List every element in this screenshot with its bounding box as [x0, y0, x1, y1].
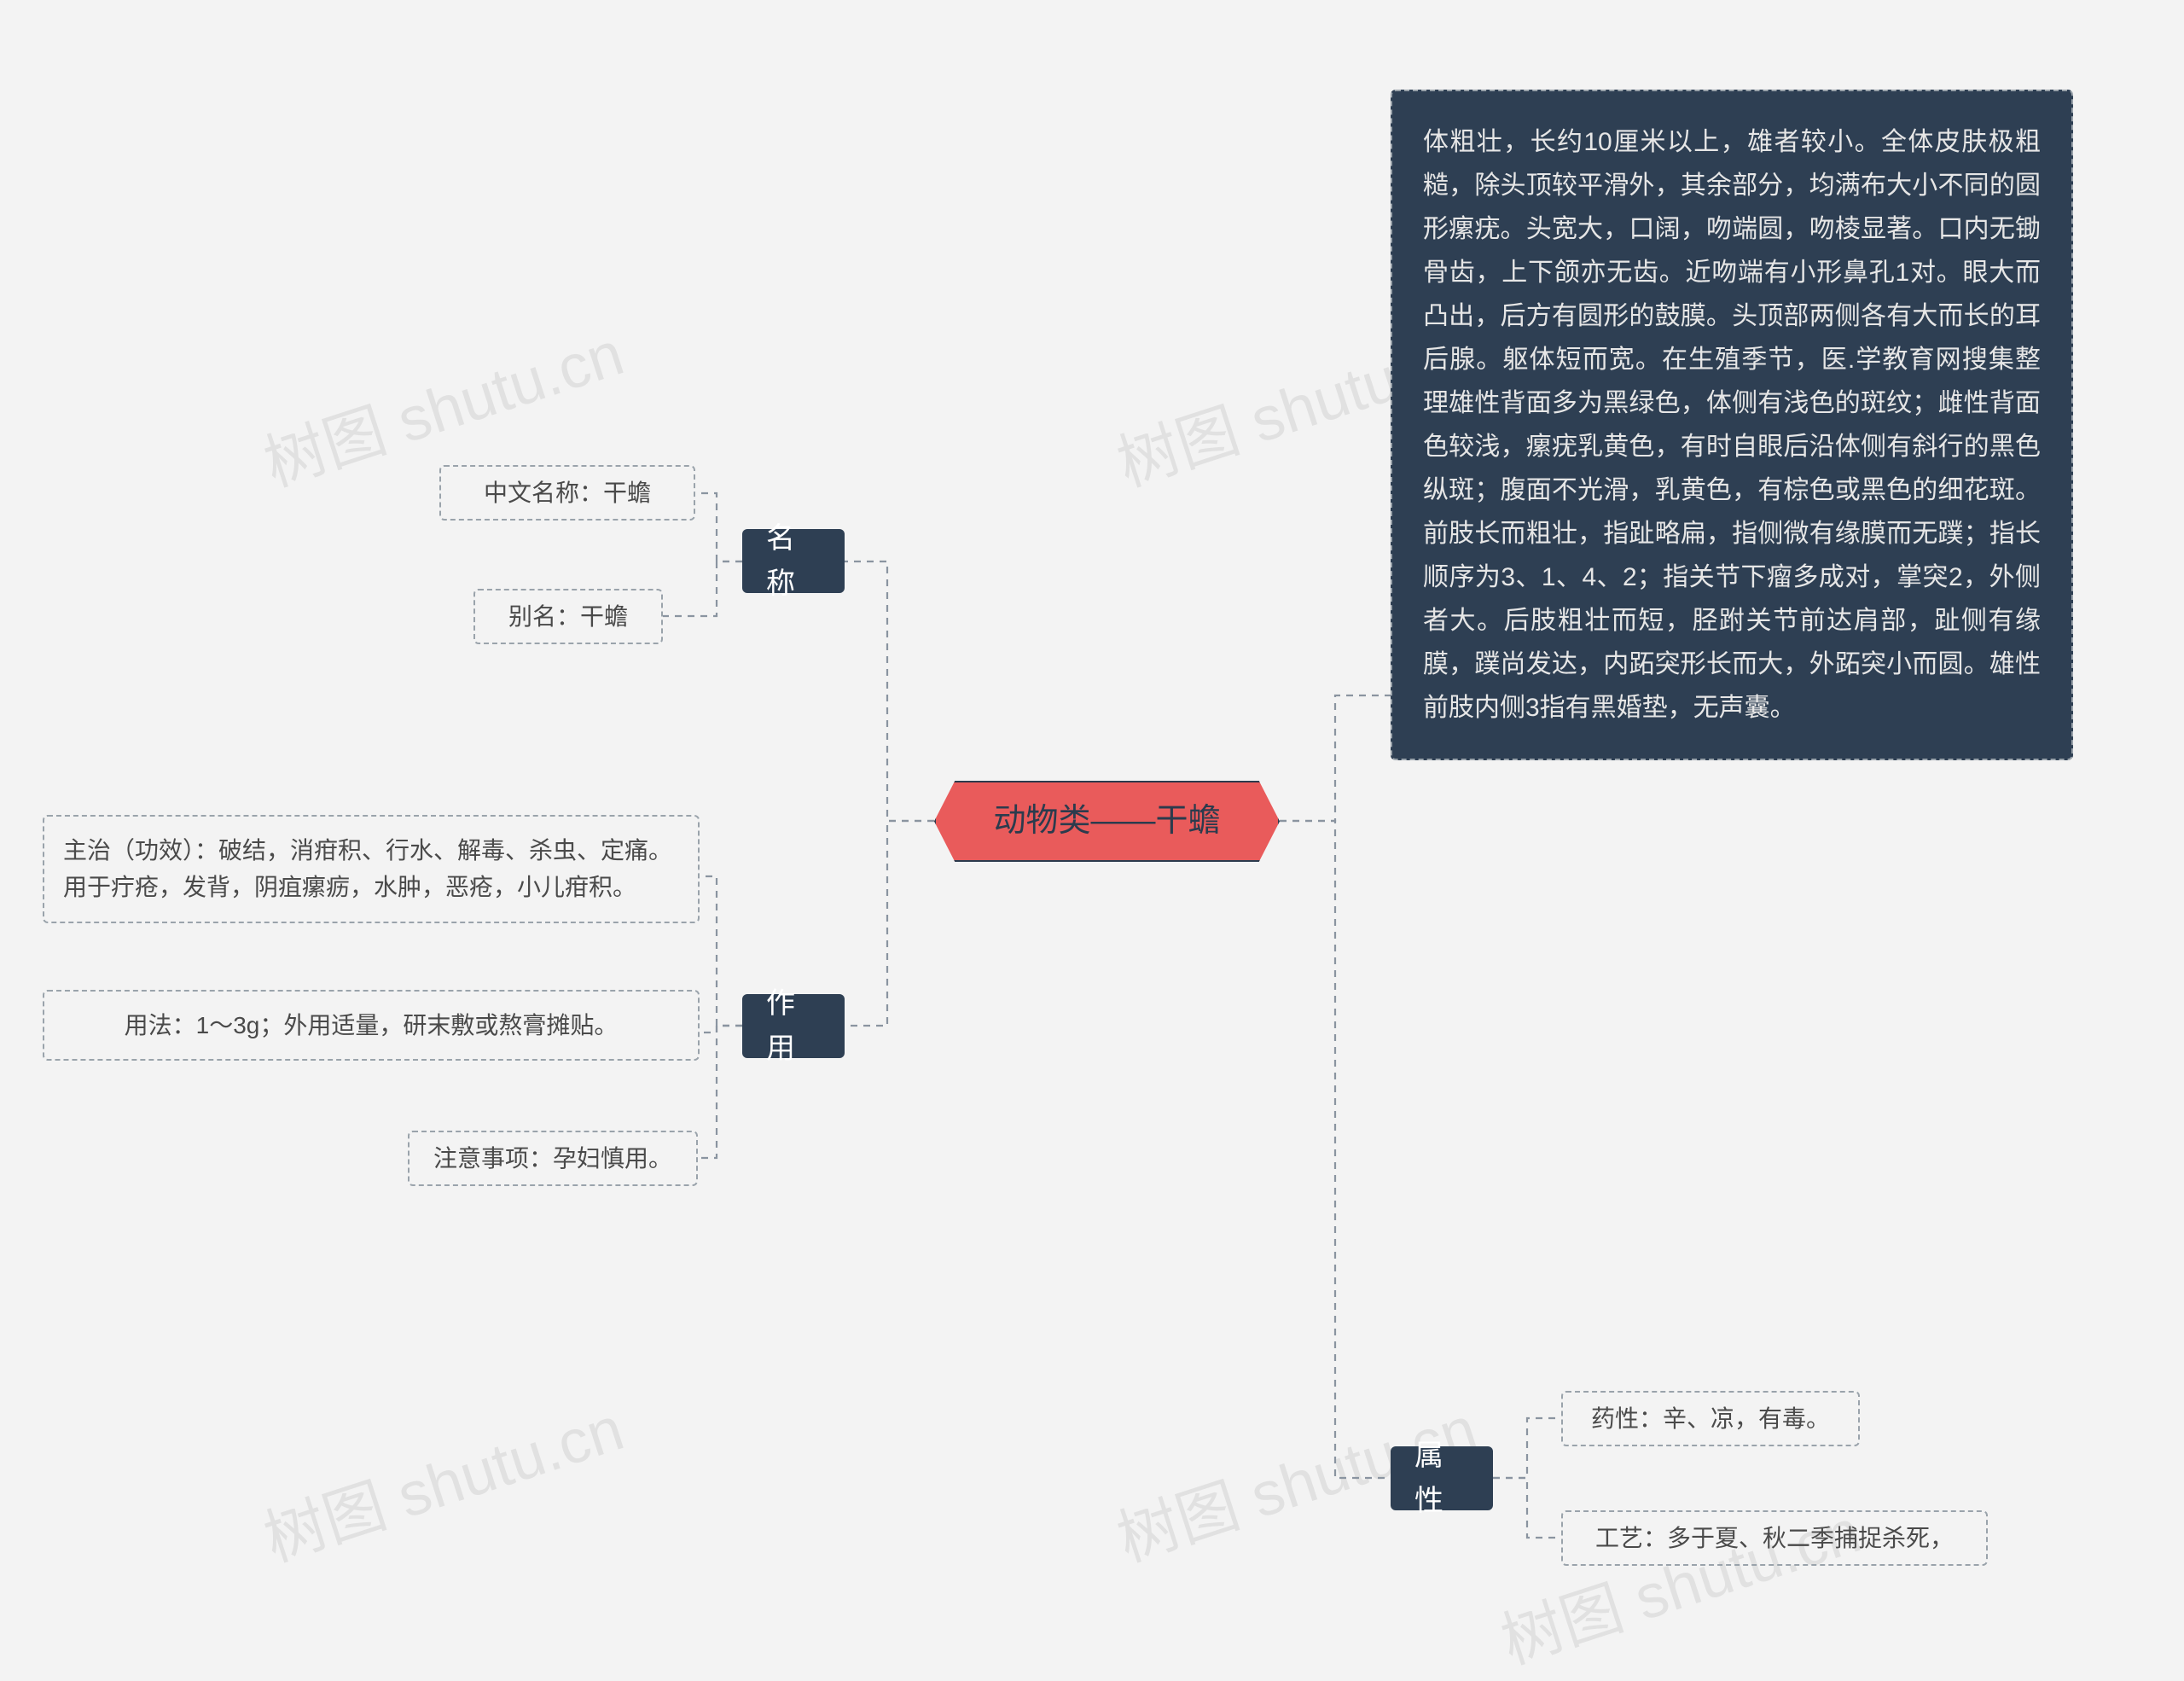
leaf-prop-process[interactable]: 工艺：多于夏、秋二季捕捉杀死， — [1561, 1510, 1988, 1566]
branch-effect[interactable]: 作用 — [742, 994, 845, 1058]
leaf-effect-main[interactable]: 主治（功效）：破结，消疳积、行水、解毒、杀虫、定痛。用于疔疮，发背，阴疽瘰疬，水… — [43, 815, 700, 923]
leaf-effect-usage[interactable]: 用法：1～3g；外用适量，研末敷或熬膏摊贴。 — [43, 990, 700, 1061]
leaf-name-alias[interactable]: 别名：干蟾 — [473, 589, 663, 644]
branch-name[interactable]: 名称 — [742, 529, 845, 593]
leaf-prop-nature[interactable]: 药性：辛、凉，有毒。 — [1561, 1391, 1860, 1446]
leaf-effect-note[interactable]: 注意事项：孕妇慎用。 — [408, 1131, 698, 1186]
mindmap-canvas: 树图 shutu.cn 树图 shutu.cn 树图 shutu.cn 树图 s… — [0, 0, 2184, 1650]
branch-property[interactable]: 属性 — [1391, 1446, 1493, 1510]
leaf-description[interactable]: 体粗壮，长约10厘米以上，雄者较小。全体皮肤极粗糙，除头顶较平滑外，其余部分，均… — [1391, 90, 2073, 760]
leaf-name-cn[interactable]: 中文名称：干蟾 — [439, 465, 695, 521]
root-node[interactable]: 动物类——干蟾 — [934, 781, 1280, 862]
watermark: 树图 shutu.cn — [251, 1378, 632, 1579]
